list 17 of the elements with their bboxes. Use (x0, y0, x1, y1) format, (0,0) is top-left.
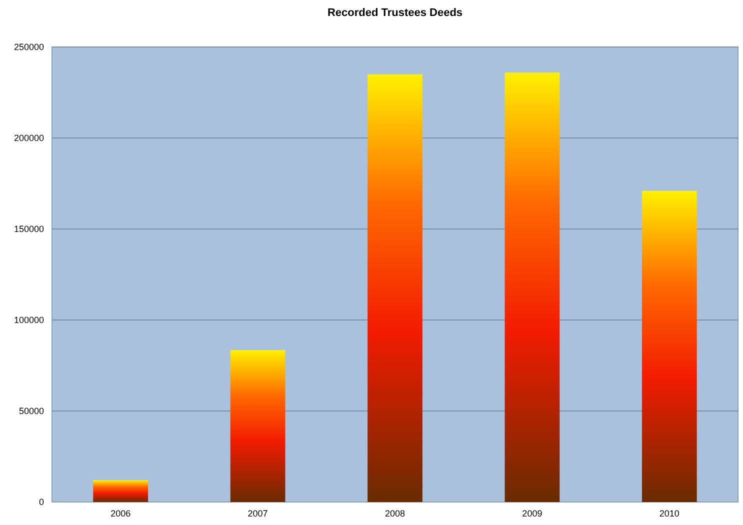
bar (642, 190, 697, 502)
y-tick-label: 0 (38, 496, 44, 507)
x-tick-label: 2009 (522, 508, 542, 518)
bar (93, 480, 148, 502)
x-tick-label: 2007 (248, 508, 268, 518)
x-tick-label: 2010 (659, 508, 680, 518)
y-tick-label: 100000 (14, 314, 44, 325)
x-tick-label: 2008 (384, 508, 406, 518)
bar (504, 72, 560, 502)
y-tick-label: 150000 (14, 224, 44, 234)
x-tick-label: 2006 (110, 508, 131, 518)
y-tick-label: 200000 (14, 132, 44, 143)
bar (368, 74, 422, 502)
bar (230, 350, 286, 502)
y-tick-label: 250000 (14, 42, 44, 52)
y-tick-label: 50000 (18, 406, 44, 416)
chart-title: Recorded Trustees Deeds (327, 7, 463, 19)
